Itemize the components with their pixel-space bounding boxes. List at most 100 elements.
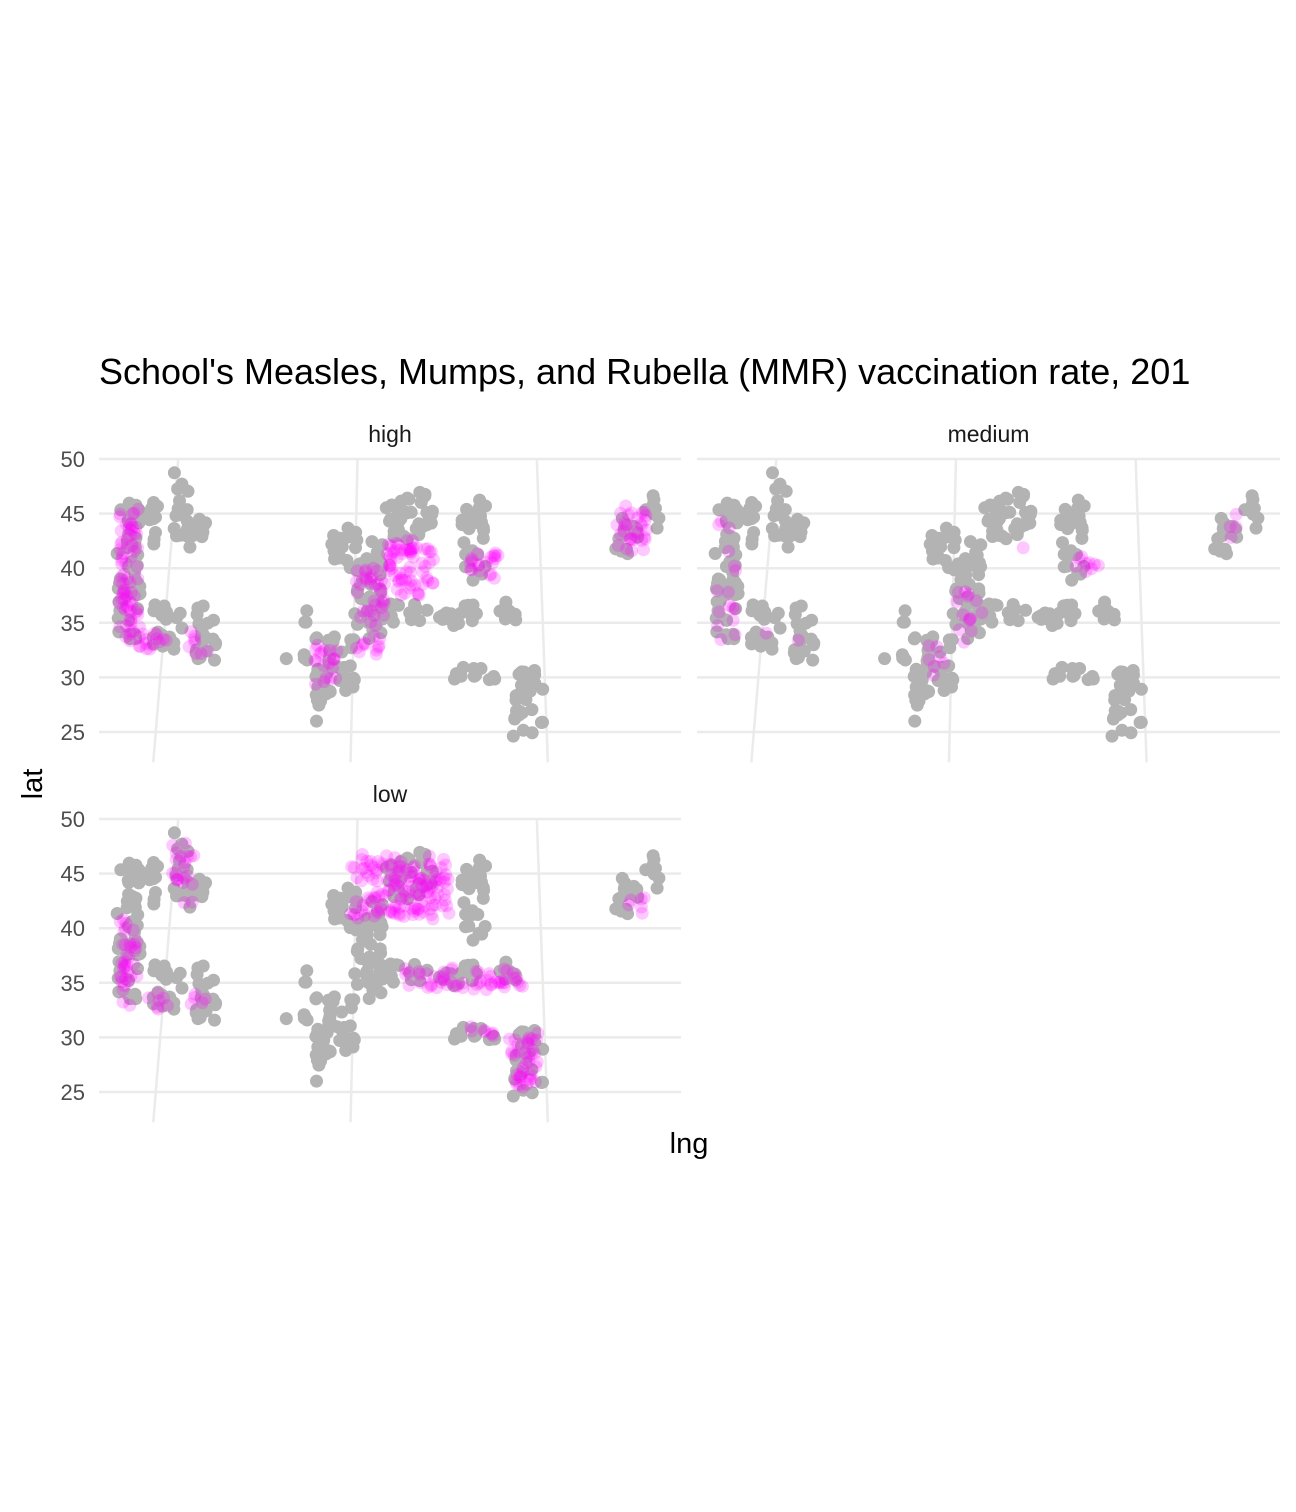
point-all: [650, 521, 664, 535]
y-tick-label: 25: [61, 1080, 85, 1105]
point-high: [115, 591, 129, 605]
point-low: [424, 979, 438, 993]
point-low: [124, 940, 138, 954]
point-all: [365, 895, 379, 909]
point-all: [612, 892, 626, 906]
point-high: [118, 583, 131, 597]
point-high: [465, 554, 479, 568]
point-low: [349, 895, 363, 909]
point-all: [455, 878, 469, 892]
point-medium: [726, 601, 740, 615]
point-low: [520, 1077, 534, 1091]
y-tick-label: 30: [61, 665, 85, 690]
point-low: [362, 869, 375, 883]
point-medium: [956, 608, 970, 622]
point-all: [509, 1053, 523, 1067]
point-high: [391, 538, 405, 552]
point-low: [493, 975, 507, 989]
point-low: [522, 1050, 536, 1064]
point-low: [513, 1068, 527, 1082]
point-all: [335, 1024, 349, 1038]
point-all: [647, 867, 661, 881]
point-all: [534, 1076, 548, 1089]
point-all: [506, 729, 520, 743]
point-low: [434, 975, 448, 989]
point-all: [536, 1042, 550, 1056]
point-all: [322, 657, 336, 671]
point-all: [321, 633, 335, 647]
point-high: [400, 543, 414, 557]
point-high: [398, 573, 412, 587]
point-all: [196, 599, 210, 613]
point-high: [350, 641, 364, 655]
point-high: [126, 507, 140, 521]
point-all: [949, 617, 963, 631]
point-high: [369, 647, 383, 661]
point-low: [356, 862, 370, 876]
point-high: [395, 573, 409, 587]
point-low: [470, 964, 484, 978]
point-low: [130, 935, 144, 949]
panel-low: 25 30 35 40 45 50 low: [61, 781, 681, 1123]
point-high: [184, 625, 198, 639]
point-all: [392, 515, 406, 529]
point-high: [350, 575, 363, 588]
point-high: [398, 586, 412, 600]
point-low: [368, 892, 382, 905]
point-low: [516, 1080, 530, 1094]
point-low: [492, 976, 506, 990]
point-low: [122, 950, 136, 964]
point-high: [418, 542, 432, 556]
point-high: [377, 608, 390, 622]
point-all: [647, 507, 661, 521]
point-medium: [927, 659, 941, 673]
point-all: [347, 1031, 361, 1045]
point-high: [363, 572, 377, 586]
point-all: [321, 993, 335, 1007]
point-high: [124, 538, 138, 552]
point-all: [999, 491, 1013, 505]
point-low: [437, 871, 451, 885]
point-low: [412, 965, 426, 979]
point-low: [360, 854, 374, 868]
point-low: [371, 904, 384, 918]
point-low: [518, 1046, 532, 1060]
point-all: [1017, 487, 1031, 501]
point-medium: [969, 594, 983, 608]
point-all: [965, 558, 979, 572]
point-high: [364, 604, 378, 618]
point-all: [452, 616, 465, 630]
point-all: [400, 866, 414, 880]
point-low: [473, 976, 486, 990]
point-low: [440, 882, 454, 896]
point-low: [181, 869, 195, 883]
point-high: [472, 558, 486, 572]
point-low: [511, 1037, 525, 1051]
point-all: [726, 535, 740, 549]
point-all: [476, 531, 490, 545]
point-high: [123, 517, 137, 531]
point-high: [352, 645, 366, 659]
point-low: [439, 868, 453, 882]
point-high: [322, 656, 336, 670]
point-low: [364, 858, 378, 872]
point-low: [507, 971, 521, 985]
point-all: [747, 526, 761, 539]
point-low: [128, 944, 142, 958]
point-high: [637, 543, 650, 557]
point-all: [499, 601, 513, 615]
point-low: [407, 865, 421, 879]
point-high: [131, 541, 145, 555]
point-high: [128, 527, 142, 541]
point-high: [404, 545, 418, 559]
point-low: [392, 901, 406, 915]
point-low: [435, 899, 449, 913]
point-medium: [712, 518, 726, 532]
point-all: [369, 982, 383, 996]
point-low: [420, 885, 434, 899]
point-all: [946, 607, 960, 621]
point-low: [477, 1023, 491, 1037]
point-high: [614, 527, 627, 541]
point-all: [1018, 518, 1032, 532]
point-high: [330, 644, 344, 658]
